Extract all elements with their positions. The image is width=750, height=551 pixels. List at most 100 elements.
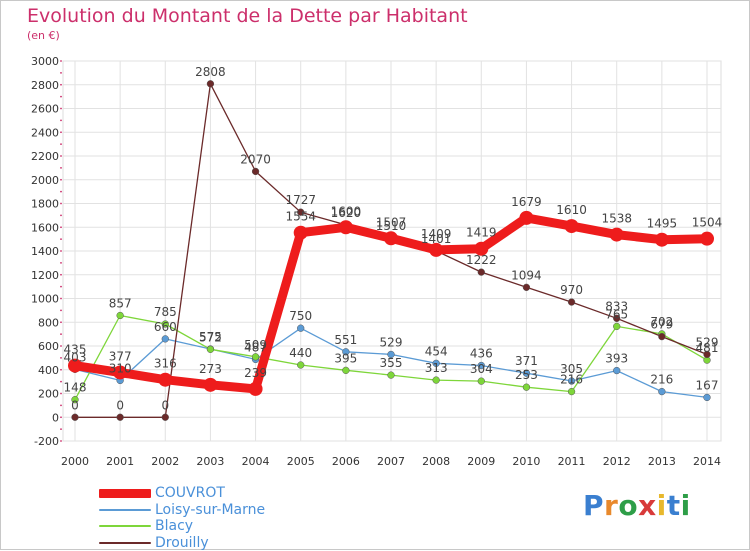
data-point	[249, 382, 263, 396]
data-label: 216	[650, 373, 673, 387]
x-tick-label: 2009	[467, 455, 495, 468]
y-tick-label: 1000	[31, 293, 59, 306]
data-point	[565, 219, 579, 233]
y-tick-label: 200	[38, 388, 59, 401]
y-tick-label: 2600	[31, 103, 59, 116]
y-minor-mark	[60, 131, 62, 133]
data-label: 435	[64, 343, 87, 357]
data-label: 1610	[556, 203, 587, 217]
legend-label: Blacy	[155, 518, 193, 534]
data-point	[339, 220, 353, 234]
y-minor-mark	[60, 119, 62, 121]
data-label: 436	[470, 346, 493, 360]
data-point	[613, 367, 620, 374]
y-minor-mark	[60, 238, 62, 240]
data-point	[519, 211, 533, 225]
y-minor-mark	[60, 250, 62, 252]
data-point	[162, 414, 169, 421]
y-minor-mark	[60, 404, 62, 406]
y-tick-label: 800	[38, 316, 59, 329]
y-tick-label: 0	[52, 411, 59, 424]
y-minor-mark	[60, 203, 62, 205]
data-point	[342, 367, 349, 374]
data-label: 1419	[466, 226, 497, 240]
y-minor-mark	[60, 381, 62, 383]
data-point	[252, 168, 259, 175]
y-minor-mark	[60, 108, 62, 110]
y-tick-label: 3000	[31, 55, 59, 68]
x-tick-label: 2004	[242, 455, 270, 468]
y-tick-label: 1400	[31, 245, 59, 258]
data-point	[297, 325, 304, 332]
y-minor-mark	[60, 60, 62, 62]
y-minor-mark	[60, 214, 62, 216]
data-label: 371	[515, 354, 538, 368]
data-label: 833	[605, 299, 628, 313]
legend-swatch	[99, 542, 151, 544]
data-point	[658, 388, 665, 395]
data-point	[207, 80, 214, 87]
legend-label: Loisy-sur-Marne	[155, 502, 265, 518]
data-label: 304	[470, 362, 493, 376]
data-label: 1094	[511, 268, 542, 282]
data-label: 750	[289, 309, 312, 323]
x-tick-label: 2008	[422, 455, 450, 468]
data-label: 316	[154, 357, 177, 371]
data-point	[203, 378, 217, 392]
y-tick-label: 2200	[31, 150, 59, 163]
data-label: 1554	[285, 210, 316, 224]
data-label: 572	[199, 330, 222, 344]
data-label: 313	[425, 361, 448, 375]
data-label: 1222	[466, 253, 497, 267]
y-tick-label: 1800	[31, 198, 59, 211]
data-point	[613, 323, 620, 330]
y-tick-label: 1600	[31, 221, 59, 234]
data-label: 529	[380, 335, 403, 349]
x-tick-label: 2013	[648, 455, 676, 468]
legend-label: Drouilly	[155, 535, 209, 551]
legend-swatch	[99, 489, 151, 498]
legend-item: COUVROT	[99, 485, 359, 502]
logo-letter: P	[583, 489, 604, 522]
data-label: 1679	[511, 195, 542, 209]
data-label: 355	[380, 356, 403, 370]
data-label: 216	[560, 373, 583, 387]
data-label: 2070	[240, 152, 271, 166]
data-point	[388, 372, 395, 379]
data-point	[655, 233, 669, 247]
data-label: 551	[334, 333, 357, 347]
y-minor-mark	[60, 167, 62, 169]
data-point	[704, 394, 711, 401]
x-tick-label: 2007	[377, 455, 405, 468]
y-tick-label: 1200	[31, 269, 59, 282]
x-tick-label: 2012	[603, 455, 631, 468]
y-minor-mark	[60, 72, 62, 74]
x-tick-label: 2001	[106, 455, 134, 468]
data-label: 1504	[692, 216, 723, 230]
x-tick-label: 2005	[287, 455, 315, 468]
data-point	[297, 362, 304, 369]
logo-letter: t	[667, 489, 681, 522]
y-minor-mark	[60, 274, 62, 276]
data-point	[478, 378, 485, 385]
data-point	[610, 228, 624, 242]
data-point	[478, 269, 485, 276]
legend-item: Drouilly	[99, 535, 359, 551]
x-tick-label: 2002	[151, 455, 179, 468]
logo-letter: x	[638, 489, 657, 522]
data-point	[568, 388, 575, 395]
data-label: 377	[109, 349, 132, 363]
data-label: 253	[515, 368, 538, 382]
y-minor-mark	[60, 321, 62, 323]
y-axis: -200020040060080010001200140016001800200…	[31, 55, 62, 448]
data-label: 273	[199, 362, 222, 376]
data-point	[658, 333, 665, 340]
x-tick-label: 2011	[558, 455, 586, 468]
data-label: 0	[71, 398, 79, 412]
y-minor-mark	[60, 393, 62, 395]
y-minor-mark	[60, 191, 62, 193]
y-tick-label: 2000	[31, 174, 59, 187]
logo-letter: i	[657, 489, 667, 522]
